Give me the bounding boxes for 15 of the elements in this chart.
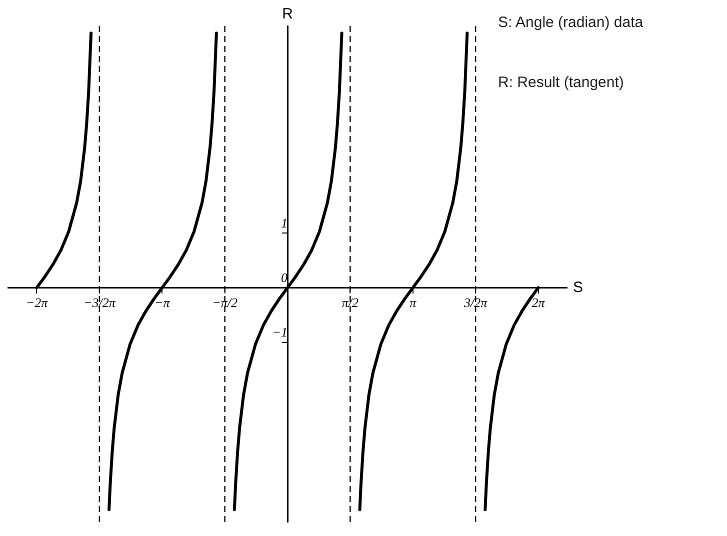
y-axis-title: R bbox=[282, 6, 294, 23]
x-tick-label: −π bbox=[154, 294, 170, 310]
annotation: R: Result (tangent) bbox=[498, 74, 624, 91]
x-tick-label: π/2 bbox=[342, 294, 359, 310]
x-tick-label: 2π bbox=[532, 294, 546, 310]
y-tick-label: 0 bbox=[281, 270, 288, 286]
x-tick-label: −π/2 bbox=[212, 294, 238, 310]
y-tick-label: 1 bbox=[281, 216, 288, 231]
x-axis-title: S bbox=[573, 278, 584, 296]
y-tick-label: −1 bbox=[272, 324, 288, 340]
x-tick-label: π bbox=[410, 294, 417, 310]
annotation: S: Angle (radian) data bbox=[498, 14, 644, 31]
x-tick-label: −2π bbox=[26, 294, 48, 310]
x-tick-label: −3/2π bbox=[83, 294, 116, 310]
x-tick-label: 3/2π bbox=[463, 294, 488, 310]
